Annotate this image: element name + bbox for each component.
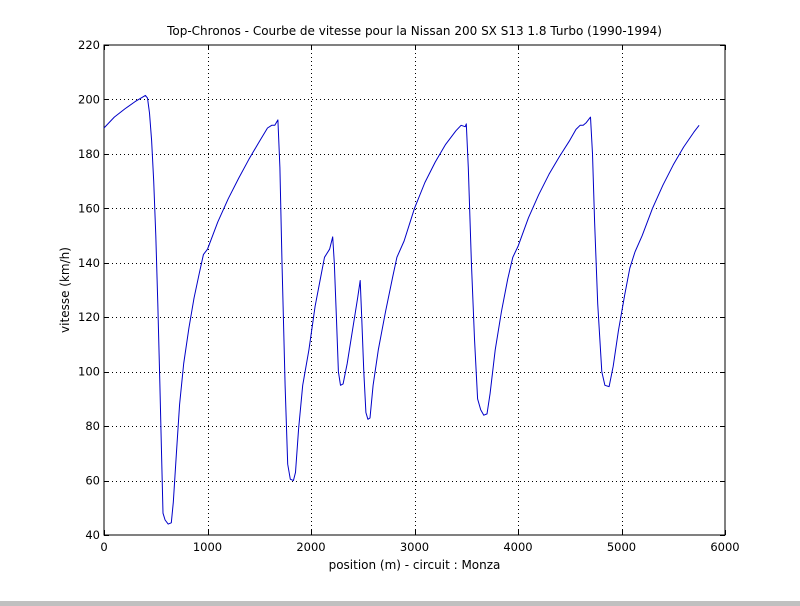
x-tick-label: 4000 <box>503 540 532 554</box>
y-tick-label: 100 <box>78 365 100 379</box>
x-tick-label: 6000 <box>710 540 739 554</box>
y-axis-label: vitesse (km/h) <box>58 247 72 333</box>
axis-ticks: 0 1000 2000 3000 4000 5000 6000 40 60 80 100 120 140… <box>78 38 740 554</box>
x-tick-label: 5000 <box>607 540 636 554</box>
y-tick-label: 200 <box>78 92 100 106</box>
x-axis-label: position (m) - circuit : Monza <box>329 558 501 572</box>
y-tick-label: 220 <box>78 38 100 52</box>
y-tick-label: 140 <box>78 256 100 270</box>
x-tick-label: 2000 <box>296 540 325 554</box>
y-tick-label: 80 <box>85 419 100 433</box>
y-tick-label: 160 <box>78 201 100 215</box>
grid <box>104 45 725 535</box>
plot-area-frame <box>103 44 726 536</box>
speed-series-line <box>103 94 700 525</box>
chart-title: Top-Chronos - Courbe de vitesse pour la … <box>166 24 662 38</box>
x-tick-label: 1000 <box>193 540 222 554</box>
y-tick-label: 180 <box>78 147 100 161</box>
x-tick-label: 0 <box>100 540 107 554</box>
y-tick-label: 60 <box>85 474 100 488</box>
x-tick-label: 3000 <box>400 540 429 554</box>
y-tick-label: 120 <box>78 310 100 324</box>
y-tick-label: 40 <box>85 528 100 542</box>
series-layer <box>103 94 700 525</box>
